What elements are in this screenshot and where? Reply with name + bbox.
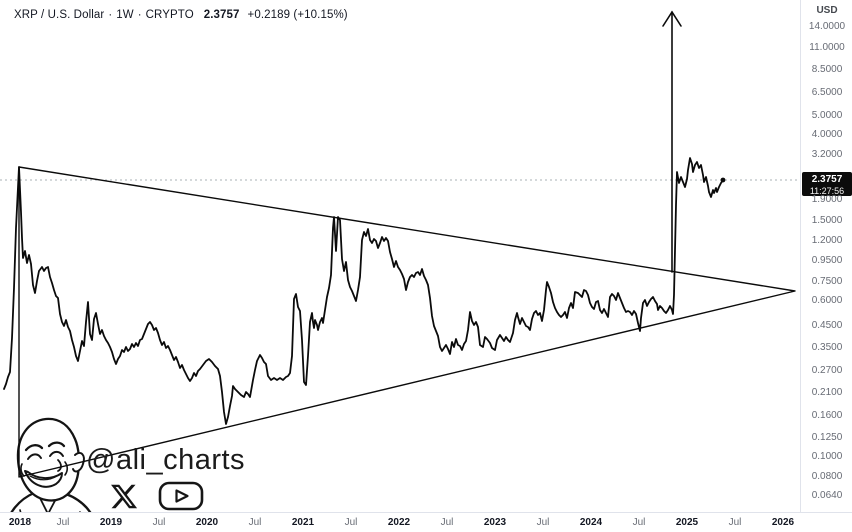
descending-triangle-annotation[interactable]: [18, 166, 796, 478]
price-tick-label: 8.5000: [811, 64, 843, 75]
price-tick-label: 0.4500: [811, 320, 843, 331]
last-price: 2.3757: [203, 9, 240, 21]
time-tick-label: 2021: [291, 517, 315, 528]
price-tick-label: 3.2000: [811, 149, 843, 160]
price-tick-label: 0.0800: [811, 471, 843, 482]
time-tick-label: Jul: [344, 517, 358, 528]
price-tick-label: 0.6000: [811, 295, 843, 306]
time-tick-label: Jul: [152, 517, 166, 528]
price-tick-label: 0.7500: [811, 276, 843, 287]
time-tick-label: Jul: [728, 517, 742, 528]
time-tick-label: 2025: [675, 517, 699, 528]
separator: ·: [137, 9, 142, 21]
price-tick-label: 0.0640: [811, 490, 843, 501]
price-tick-label: 5.0000: [811, 110, 843, 121]
time-tick-label: 2018: [8, 517, 32, 528]
time-tick-label: 2026: [771, 517, 795, 528]
time-tick-label: Jul: [632, 517, 646, 528]
time-tick-label: 2019: [99, 517, 123, 528]
exchange: CRYPTO: [145, 9, 194, 21]
price-tick-label: 1.2000: [811, 235, 843, 246]
price-tick-label: 1.5000: [811, 215, 843, 226]
price-tick-label: 14.0000: [808, 21, 846, 32]
time-tick-label: 2020: [195, 517, 219, 528]
price-tick-label: 0.1600: [811, 410, 843, 421]
price-tick-label: 0.9500: [811, 255, 843, 266]
price-tick-label: 11.0000: [809, 42, 845, 53]
time-scale[interactable]: 2018 Jul 2019 Jul 2020 Jul 2021 Jul 2022 Jul 2023 J…: [0, 512, 852, 532]
last-price-marker: [720, 177, 726, 183]
price-tick-label: 0.2700: [811, 365, 843, 376]
interval[interactable]: 1W: [116, 9, 134, 21]
price-scale[interactable]: USD 2.3757 11:27:56 14.0000 11.0000 8.5000…: [800, 0, 852, 512]
price-tick-label: 1.9000: [811, 194, 843, 205]
symbol-title[interactable]: XRP / U.S. Dollar · 1W · CRYPTO 2.3757 +0.2189…: [14, 9, 348, 21]
price-scale-unit[interactable]: USD: [816, 5, 838, 16]
price-change: +0.2189 (+10.15%): [247, 9, 348, 21]
time-tick-label: 2023: [483, 517, 507, 528]
price-tick-label: 4.0000: [811, 129, 843, 140]
current-price-value: 2.3757: [811, 174, 843, 185]
time-tick-label: 2022: [387, 517, 411, 528]
price-tick-label: 0.1250: [811, 432, 843, 443]
price-tick-label: 0.3500: [811, 342, 843, 353]
time-tick-label: Jul: [440, 517, 454, 528]
time-tick-label: Jul: [248, 517, 262, 528]
price-tick-label: 6.5000: [811, 87, 843, 98]
price-line-series: [3, 157, 724, 425]
price-tick-label: 0.2100: [811, 387, 843, 398]
symbol-name[interactable]: XRP / U.S. Dollar: [14, 9, 105, 21]
price-tick-label: 0.1000: [811, 451, 843, 462]
current-price-label: 2.3757 11:27:56: [802, 172, 852, 196]
separator: ·: [108, 9, 113, 21]
time-tick-label: 2024: [579, 517, 603, 528]
breakout-arrow-annotation[interactable]: [662, 10, 682, 273]
price-countdown: 11:27:56: [809, 186, 845, 196]
time-tick-label: Jul: [536, 517, 550, 528]
time-tick-label: Jul: [56, 517, 70, 528]
